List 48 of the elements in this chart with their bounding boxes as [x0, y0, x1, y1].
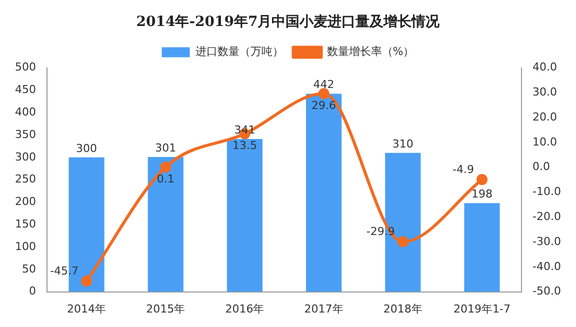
point — [81, 276, 92, 287]
y2-tick-label: -50.0 — [532, 284, 562, 298]
data-label: 301 — [155, 141, 176, 154]
y-tick-label: 350 — [14, 128, 36, 141]
bar — [464, 203, 500, 292]
y2-tick-label: 20.0 — [532, 110, 558, 124]
y-tick-label: 200 — [14, 195, 36, 208]
x-tick-label: 2016年 — [225, 302, 264, 316]
point — [318, 88, 330, 100]
y-tick-label: 250 — [14, 172, 36, 186]
y-tick-label: 100 — [14, 240, 36, 253]
y2-tick-label: -20.0 — [532, 210, 562, 223]
x-tick-label: 2014年 — [67, 302, 106, 316]
y-tick-label: 400 — [14, 105, 36, 118]
x-tick-label: 2017年 — [304, 302, 344, 316]
y-tick-label: 50 — [22, 262, 36, 276]
y2-tick-label: -40.0 — [532, 260, 562, 273]
data-label: 13.5 — [232, 139, 257, 152]
y-tick-label: 150 — [14, 217, 36, 230]
y2-tick-label: -30.0 — [532, 234, 562, 248]
data-label: 300 — [76, 142, 98, 155]
data-label: 0.1 — [156, 172, 174, 186]
y-tick-label: 0 — [28, 284, 36, 298]
data-label: 198 — [471, 187, 492, 200]
y-tick-label: 300 — [14, 150, 36, 164]
legend-label: 数量增长率（%） — [326, 45, 414, 58]
data-label: 310 — [392, 137, 414, 150]
y2-tick-label: 40.0 — [532, 60, 558, 74]
legend-label: 进口数量（万吨） — [195, 45, 284, 58]
data-label: 442 — [313, 78, 334, 92]
y-tick-label: 450 — [14, 83, 36, 96]
bar — [148, 156, 184, 292]
bar — [226, 139, 263, 292]
data-label: 29.6 — [312, 99, 336, 112]
data-label: -4.9 — [452, 162, 474, 176]
point — [160, 162, 172, 173]
x-tick-label: 2018年 — [383, 302, 422, 316]
y2-tick-label: 0.0 — [532, 160, 550, 174]
y-tick-label: 500 — [14, 60, 36, 74]
y2-tick-label: 10.0 — [532, 135, 558, 148]
bar — [306, 94, 342, 292]
x-tick-label: 2015年 — [146, 302, 186, 316]
chart-title: 2014年-2019年7月中国小麦进口量及增长情况 — [136, 14, 441, 30]
x-tick-label: 2019年1-7 — [454, 302, 510, 316]
y2-tick-label: 30.0 — [532, 86, 558, 99]
y2-tick-label: -10.0 — [532, 185, 562, 198]
point — [397, 236, 408, 248]
point — [476, 174, 488, 186]
